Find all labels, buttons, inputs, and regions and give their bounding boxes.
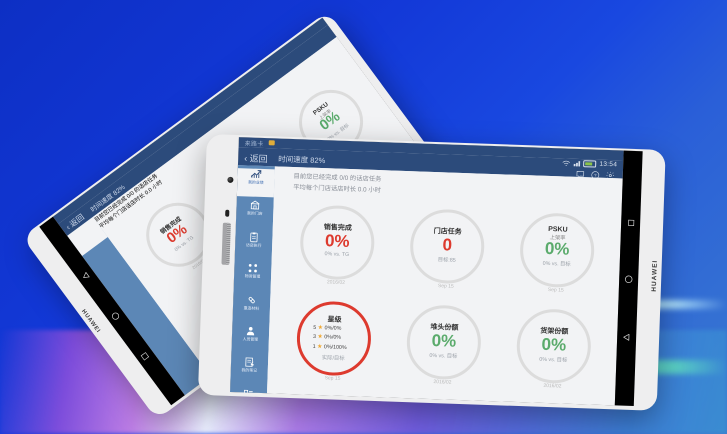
svg-text:?: ? bbox=[594, 172, 597, 177]
